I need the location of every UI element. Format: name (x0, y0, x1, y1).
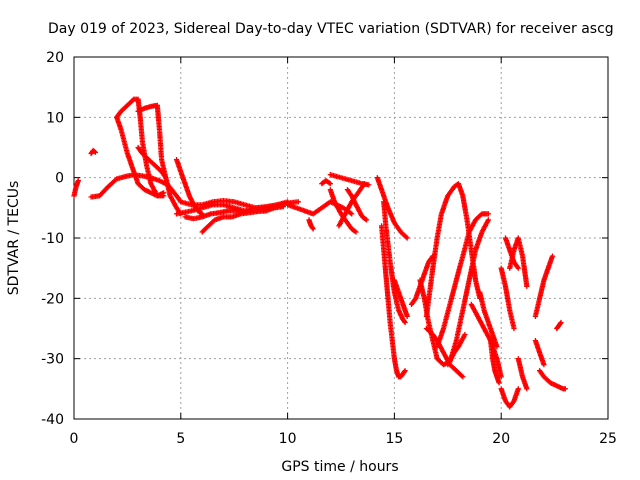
series-track-38 (532, 253, 556, 319)
plus-marker (366, 182, 372, 188)
plus-marker (242, 210, 248, 216)
y-tick-label: -30 (41, 352, 64, 368)
plus-marker (515, 386, 521, 392)
series-track-11 (199, 204, 286, 235)
y-tick-label: -20 (41, 291, 64, 307)
plus-marker (524, 283, 530, 289)
series-track-37 (515, 356, 530, 392)
plus-marker (280, 204, 286, 210)
plus-marker (92, 149, 98, 155)
plus-marker (326, 180, 332, 186)
x-tick-label: 25 (599, 431, 617, 447)
y-tick-label: -40 (41, 412, 64, 428)
x-tick-label: 15 (385, 431, 403, 447)
series-track-40 (532, 338, 547, 368)
plus-marker (401, 318, 407, 325)
plus-marker (549, 253, 556, 259)
plus-marker (402, 368, 408, 374)
data-marks (71, 96, 568, 410)
series-track-41 (554, 319, 564, 332)
plus-marker (327, 181, 333, 187)
series-track-32 (487, 338, 502, 386)
plus-marker (558, 319, 564, 326)
series-track-14 (306, 217, 316, 232)
series-track-22 (381, 199, 408, 326)
plus-marker (295, 199, 301, 205)
chart-title: Day 019 of 2023, Sidereal Day-to-day VTE… (48, 21, 614, 37)
plus-marker (511, 325, 517, 332)
plus-marker (163, 175, 169, 181)
plus-marker (562, 386, 568, 392)
x-axis-label: GPS time / hours (281, 459, 398, 475)
series-track-35 (498, 265, 517, 332)
plus-marker (524, 386, 530, 392)
y-tick-label: 0 (55, 171, 64, 187)
plus-marker (310, 226, 316, 232)
series-track-23 (391, 277, 410, 319)
plus-marker (363, 216, 369, 222)
plus-marker (401, 369, 407, 375)
series-track-02 (88, 147, 98, 157)
plus-marker (515, 265, 521, 271)
x-tick-label: 20 (492, 431, 510, 447)
series-track-21 (379, 223, 408, 380)
plus-marker (485, 211, 491, 217)
x-tick-label: 5 (176, 431, 185, 447)
y-tick-label: 20 (46, 50, 64, 66)
plus-marker (496, 380, 502, 386)
plus-marker (494, 344, 500, 350)
series-track-36 (507, 235, 530, 289)
series-track-12 (182, 208, 248, 222)
plus-marker (161, 193, 167, 199)
series-track-31 (477, 289, 500, 350)
series-track-17 (327, 187, 359, 235)
plus-marker (402, 319, 408, 326)
axis-ticks: 0 5 10 15 20 25 -40 -30 -20 -10 0 10 20 (41, 50, 617, 447)
plus-marker (353, 229, 359, 235)
plus-marker (460, 374, 466, 380)
y-axis-label: SDTVAR / TECUs (6, 181, 22, 296)
series-track-29 (445, 331, 468, 368)
plus-marker (75, 178, 81, 184)
plus-marker (462, 331, 468, 338)
plus-marker (485, 217, 491, 223)
grid (74, 57, 608, 419)
x-tick-label: 10 (279, 431, 297, 447)
plus-marker (557, 320, 563, 327)
plus-marker (309, 225, 316, 231)
series-track-39 (537, 368, 568, 392)
series-track-01 (71, 178, 81, 199)
series-track-15 (319, 178, 333, 187)
x-tick-label: 0 (70, 431, 79, 447)
y-tick-label: -10 (41, 231, 64, 247)
series-track-05 (114, 114, 167, 199)
plus-marker (349, 211, 355, 217)
plus-marker (541, 362, 547, 368)
plus-marker (404, 235, 410, 241)
series-track-07 (135, 144, 169, 181)
plus-marker (404, 313, 410, 319)
y-tick-label: 10 (46, 110, 64, 126)
plus-marker (364, 217, 370, 223)
series-track-19 (344, 187, 370, 223)
plus-marker (361, 181, 368, 187)
series-track-33 (498, 386, 521, 410)
series-track-28 (434, 211, 491, 350)
